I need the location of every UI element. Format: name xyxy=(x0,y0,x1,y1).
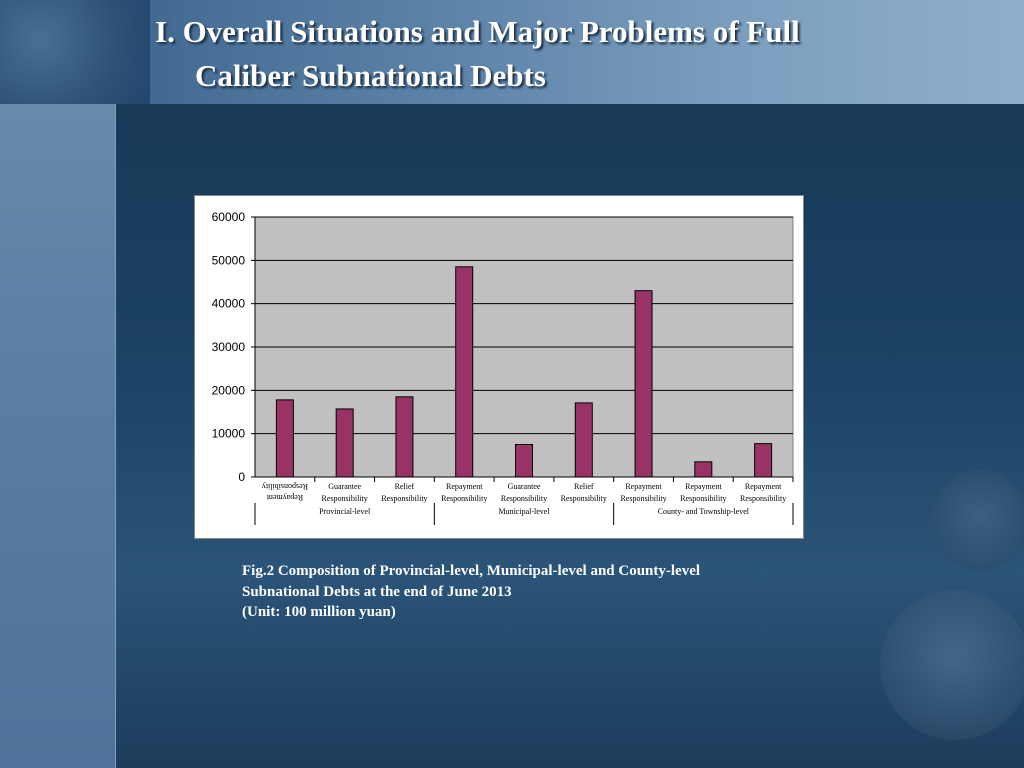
caption-line3: (Unit: 100 million yuan) xyxy=(242,604,396,620)
bar xyxy=(275,399,294,478)
category-label: Responsibility xyxy=(680,494,726,503)
category-label: Responsibility xyxy=(441,494,487,503)
slide-title-line1: I. Overall Situations and Major Problems… xyxy=(155,14,800,49)
group-label: Municipal-level xyxy=(498,507,550,516)
bar xyxy=(515,444,533,478)
bar xyxy=(694,461,713,478)
group-label: Provincial-level xyxy=(319,507,371,516)
caption-line2: Subnational Debts at the end of June 201… xyxy=(242,583,512,600)
category-label: Repayment xyxy=(266,493,303,502)
slide-title: I. Overall Situations and Major Problems… xyxy=(155,10,995,98)
header-band xyxy=(0,0,1024,104)
category-label: Guarantee xyxy=(328,482,361,491)
bar xyxy=(574,402,593,478)
bar-chart: 0 10000 20000 30000 40000 50000 60000 Repayment… xyxy=(212,210,794,525)
header-globe-decoration xyxy=(0,0,150,104)
y-tick-label: 60000 xyxy=(212,210,246,224)
category-label: Responsibility xyxy=(322,494,368,503)
category-label: Guarantee xyxy=(508,482,541,491)
category-label: Responsibility xyxy=(501,494,547,503)
bar xyxy=(754,443,773,478)
bar xyxy=(455,266,474,478)
y-tick-label: 10000 xyxy=(212,427,246,441)
category-label: Responsibility xyxy=(381,494,427,503)
bar xyxy=(395,396,414,478)
category-label: Responsibility xyxy=(620,494,666,503)
slide-title-line2: Caliber Subnational Debts xyxy=(195,58,546,93)
category-label: Relief xyxy=(395,482,415,491)
figure-caption: Fig.2 Composition of Provincial-level, M… xyxy=(242,561,842,623)
y-tick-label: 50000 xyxy=(212,253,246,267)
y-tick-label: 40000 xyxy=(212,297,246,311)
category-label: Responsibility xyxy=(262,482,308,491)
group-label: County- and Township-level xyxy=(658,507,750,516)
y-tick-label: 20000 xyxy=(212,383,246,397)
bar xyxy=(335,408,354,478)
bar xyxy=(634,290,653,478)
category-label: Repayment xyxy=(685,482,722,491)
coin-decoration xyxy=(930,470,1024,570)
coin-decoration xyxy=(880,590,1024,740)
caption-line1: Fig.2 Composition of Provincial-level, M… xyxy=(242,563,701,579)
y-tick-label: 0 xyxy=(238,470,245,484)
left-panel-background xyxy=(0,0,116,768)
category-label: Repayment xyxy=(745,482,782,491)
y-tick-label: 30000 xyxy=(212,340,246,354)
chart-container: 0 10000 20000 30000 40000 50000 60000 Repayment… xyxy=(194,195,804,539)
category-label: Responsibility xyxy=(561,494,607,503)
category-label: Responsibility xyxy=(740,494,786,503)
category-label: Relief xyxy=(574,482,594,491)
category-label: Repayment xyxy=(446,482,483,491)
category-label: Repayment xyxy=(625,482,662,491)
